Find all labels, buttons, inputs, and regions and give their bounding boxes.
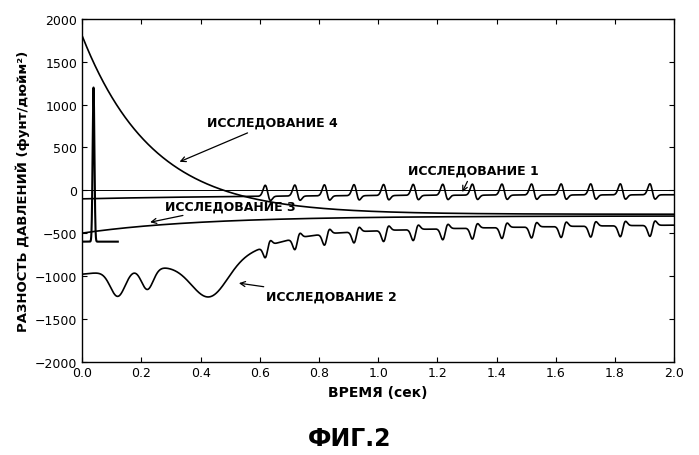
Y-axis label: РАЗНОСТЬ ДАВЛЕНИЙ (фунт/дюйм²): РАЗНОСТЬ ДАВЛЕНИЙ (фунт/дюйм²): [15, 51, 29, 331]
Text: ИССЛЕДОВАНИЕ 3: ИССЛЕДОВАНИЕ 3: [152, 200, 296, 224]
Text: ИССЛЕДОВАНИЕ 4: ИССЛЕДОВАНИЕ 4: [181, 117, 338, 162]
Text: ИССЛЕДОВАНИЕ 2: ИССЛЕДОВАНИЕ 2: [240, 282, 396, 303]
X-axis label: ВРЕМЯ (сек): ВРЕМЯ (сек): [329, 385, 428, 399]
Text: ИССЛЕДОВАНИЕ 1: ИССЛЕДОВАНИЕ 1: [408, 164, 538, 192]
Text: ФИГ.2: ФИГ.2: [308, 426, 391, 450]
